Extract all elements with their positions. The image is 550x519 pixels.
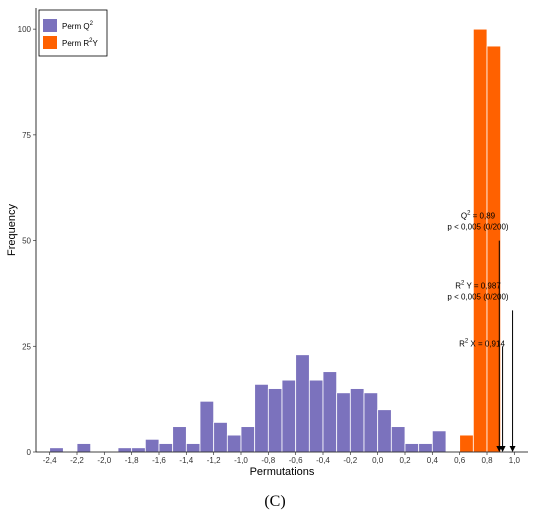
x-tick-label: 0,0 <box>372 456 384 465</box>
arrowhead-r2x <box>499 446 506 452</box>
y-tick-label: 100 <box>18 25 32 34</box>
y-tick-label: 25 <box>22 342 31 351</box>
bar-series-0-bin-14 <box>281 379 297 453</box>
bar-series-0-bin-24 <box>418 443 433 453</box>
annotation-r2x-line1: R2 X = 0,914 <box>459 338 505 348</box>
bar-series-0-bin-3 <box>131 447 146 453</box>
legend-swatch-0 <box>43 19 57 32</box>
bar-series-0-bin-12 <box>254 383 269 453</box>
annotation-r2y-line2: p < 0,005 (0/200) <box>447 292 508 301</box>
bar-series-0-bin-8 <box>199 400 215 453</box>
x-tick-label: -2,2 <box>70 456 84 465</box>
axes <box>35 8 528 453</box>
x-tick-label: -1,0 <box>234 456 248 465</box>
bar-series-0-bin-25 <box>431 430 447 453</box>
bar-series-0-bin-0 <box>49 447 64 453</box>
bar-series-1-bin-2 <box>486 45 502 453</box>
bar-series-0-bin-20 <box>363 392 379 453</box>
bar-series-0-bin-23 <box>404 443 420 453</box>
legend-box <box>38 9 108 57</box>
arrowhead-r2y <box>509 446 516 452</box>
bar-series-0-bin-10 <box>226 434 242 453</box>
bar-series-1-bin-0 <box>459 434 474 453</box>
x-tick-label: 0,6 <box>454 456 466 465</box>
x-tick-label: -2,4 <box>43 456 57 465</box>
y-tick-label: 75 <box>22 131 31 140</box>
bar-series-0-bin-7 <box>185 443 201 453</box>
y-tick-label: 50 <box>22 237 31 246</box>
y-axis-title: Frequency <box>6 204 18 256</box>
bar-series-0-bin-21 <box>377 409 392 453</box>
x-tick-label: -0,4 <box>316 456 330 465</box>
x-tick-label: -1,4 <box>179 456 193 465</box>
bar-series-0-bin-11 <box>240 426 256 453</box>
y-tick-label: 0 <box>27 448 32 457</box>
legend-swatch-1 <box>43 36 57 49</box>
annotation-q2-line1: Q2 = 0,89 <box>461 211 496 221</box>
chart-area: -2,4 -2,2 -2,0 -1,8 -1,6 -1,4 -1,2 -1,0 -0,8 -0,6… <box>6 8 528 478</box>
x-tick-label: 1,0 <box>509 456 521 465</box>
x-tick-label: 0,8 <box>481 456 493 465</box>
x-tick-label: -1,8 <box>125 456 139 465</box>
panel-label: (C) <box>264 493 286 510</box>
bar-series-0-bin-1 <box>76 443 92 453</box>
x-tick-label: -0,2 <box>343 456 357 465</box>
x-tick-label: -0,8 <box>261 456 275 465</box>
annotation-q2-line2: p < 0,005 (0/200) <box>447 223 508 232</box>
bar-series-0-bin-19 <box>349 388 365 453</box>
x-tick-label: -1,6 <box>152 456 166 465</box>
tick-labels: -2,4 -2,2 -2,0 -1,8 -1,6 -1,4 -1,2 -1,0 -0,8 -0,6… <box>18 25 521 465</box>
bar-series-0-bin-15 <box>295 354 310 453</box>
bar-series-0-bin-16 <box>308 379 324 453</box>
x-tick-label: -1,2 <box>207 456 221 465</box>
x-tick-label: -0,6 <box>289 456 303 465</box>
bar-series-0-bin-6 <box>172 426 187 453</box>
bar-series-0-bin-18 <box>336 392 351 453</box>
bar-series-1-bin-1 <box>472 28 488 453</box>
bar-series-0-bin-4 <box>144 438 160 453</box>
histogram-bars <box>49 28 502 453</box>
legend-label-0: Perm Q2 <box>62 21 94 31</box>
bar-series-0-bin-22 <box>390 426 406 453</box>
bar-series-0-bin-5 <box>158 443 174 453</box>
x-tick-label: 0,4 <box>427 456 439 465</box>
annotations: Q2 = 0,89 p < 0,005 (0/200) R2 Y = 0,987 p … <box>447 211 516 452</box>
annotation-r2y-line1: R2 Y = 0,987 <box>455 280 501 290</box>
x-tick-label: 0,2 <box>399 456 411 465</box>
x-axis-title: Permutations <box>250 466 315 478</box>
legend-label-1: Perm R2Y <box>62 38 98 48</box>
bar-series-0-bin-2 <box>117 447 133 453</box>
bar-series-0-bin-13 <box>267 388 283 453</box>
x-tick-label: -2,0 <box>97 456 111 465</box>
bar-series-0-bin-17 <box>322 371 338 453</box>
bar-series-0-bin-9 <box>213 421 228 453</box>
legend: Perm Q2 Perm R2Y <box>38 9 108 57</box>
